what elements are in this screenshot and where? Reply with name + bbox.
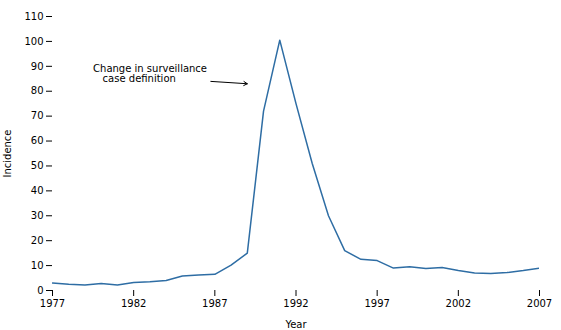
svg-text:2007: 2007 [527, 298, 552, 309]
svg-text:40: 40 [31, 185, 44, 196]
svg-text:1987: 1987 [202, 298, 227, 309]
svg-text:0: 0 [37, 285, 43, 296]
svg-text:10: 10 [31, 260, 44, 271]
svg-text:Incidence: Incidence [2, 129, 13, 177]
svg-text:90: 90 [31, 61, 44, 72]
svg-text:30: 30 [31, 210, 44, 221]
svg-text:1997: 1997 [364, 298, 389, 309]
svg-text:60: 60 [31, 135, 44, 146]
svg-text:20: 20 [31, 235, 44, 246]
svg-text:1992: 1992 [283, 298, 308, 309]
svg-text:70: 70 [31, 110, 44, 121]
svg-text:50: 50 [31, 160, 44, 171]
svg-text:80: 80 [31, 85, 44, 96]
svg-text:2002: 2002 [446, 298, 471, 309]
svg-text:Change in surveillance case: Change in surveillance case definition [93, 63, 207, 84]
svg-text:1982: 1982 [121, 298, 146, 309]
svg-text:100: 100 [24, 36, 43, 47]
svg-text:1977: 1977 [40, 298, 65, 309]
svg-text:110: 110 [24, 11, 43, 22]
svg-text:Year: Year [284, 319, 307, 330]
